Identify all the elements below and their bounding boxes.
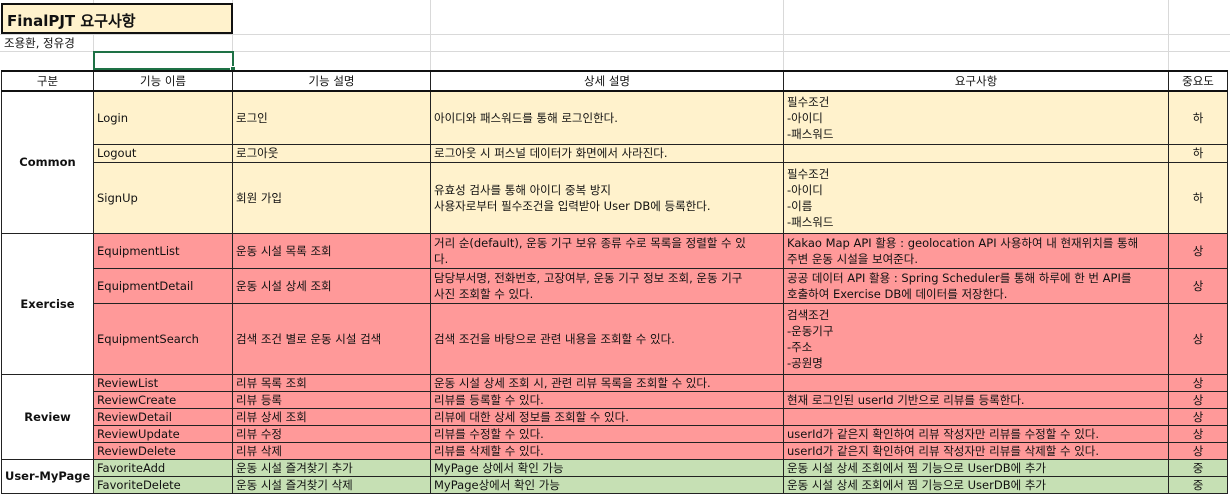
table-row: FavoriteDelete 운동 시설 즐겨찾기 삭제 MyPage상에서 확… — [2, 475, 1228, 494]
priority[interactable]: 상 — [1168, 441, 1228, 460]
header-requirements[interactable]: 요구사항 — [783, 70, 1169, 92]
requirements[interactable]: Kakao Map API 활용 : geolocation API 사용하여 … — [783, 232, 1169, 269]
function-name[interactable]: FavoriteAdd — [93, 458, 233, 477]
priority[interactable]: 상 — [1168, 232, 1228, 269]
category-common[interactable]: Common — [1, 90, 94, 234]
detail-desc[interactable]: 리뷰를 수정할 수 있다. — [430, 424, 784, 443]
priority[interactable]: 상 — [1168, 407, 1228, 426]
detail-desc[interactable]: 리뷰에 대한 상세 정보를 조회할 수 있다. — [430, 407, 784, 426]
requirements[interactable]: 운동 시설 상세 조회에서 찜 기능으로 UserDB에 추가 — [783, 475, 1169, 494]
function-desc[interactable]: 로그아웃 — [232, 143, 431, 163]
table-row: SignUp 회원 가입 유효성 검사를 통해 아이디 중복 방지 사용자로부터… — [2, 161, 1228, 234]
function-desc[interactable]: 운동 시설 즐겨찾기 추가 — [232, 458, 431, 477]
table-row: Logout 로그아웃 로그아웃 시 퍼스널 데이터가 화면에서 사라진다. 하 — [2, 143, 1228, 163]
table-row: ReviewDetail 리뷰 상세 조회 리뷰에 대한 상세 정보를 조회할 … — [2, 407, 1228, 426]
priority[interactable]: 상 — [1168, 390, 1228, 409]
header-row: 구분 기능 이름 기능 설명 상세 설명 요구사항 중요도 — [1, 70, 1228, 92]
function-desc[interactable]: 리뷰 목록 조회 — [232, 373, 431, 392]
detail-desc[interactable]: 담당부서명, 전화번호, 고장여부, 운동 기구 정보 조회, 운동 기구 사진… — [430, 267, 784, 304]
detail-desc[interactable]: MyPage 상에서 확인 가능 — [430, 458, 784, 477]
function-name[interactable]: ReviewDelete — [93, 441, 233, 460]
priority[interactable]: 하 — [1168, 143, 1228, 163]
function-name[interactable]: ReviewCreate — [93, 390, 233, 409]
requirements[interactable]: 필수조건 -아이디 -패스워드 — [783, 90, 1169, 145]
requirements-table: 구분 기능 이름 기능 설명 상세 설명 요구사항 중요도 Common Log… — [1, 70, 1228, 494]
function-desc[interactable]: 회원 가입 — [232, 161, 431, 234]
function-name[interactable]: EquipmentDetail — [93, 267, 233, 304]
priority[interactable]: 중 — [1168, 475, 1228, 494]
header-detail-desc[interactable]: 상세 설명 — [430, 70, 784, 92]
requirements[interactable]: 필수조건 -아이디 -이름 -패스워드 — [783, 161, 1169, 234]
header-priority[interactable]: 중요도 — [1168, 70, 1228, 92]
priority[interactable]: 상 — [1168, 373, 1228, 392]
function-desc[interactable]: 운동 시설 즐겨찾기 삭제 — [232, 475, 431, 494]
header-function-desc[interactable]: 기능 설명 — [232, 70, 431, 92]
header-function-name[interactable]: 기능 이름 — [93, 70, 233, 92]
table-row: Common Login 로그인 아이디와 패스워드를 통해 로그인한다. 필수… — [1, 90, 1228, 234]
table-row: Review ReviewList 리뷰 목록 조회 운동 시설 상세 조회 시… — [1, 373, 1228, 460]
function-name[interactable]: EquipmentList — [93, 232, 233, 269]
function-desc[interactable]: 검색 조건 별로 운동 시설 검색 — [232, 302, 431, 375]
category-review[interactable]: Review — [1, 373, 94, 460]
function-name[interactable]: ReviewDetail — [93, 407, 233, 426]
table-row: User-MyPage FavoriteAdd 운동 시설 즐겨찾기 추가 My… — [1, 458, 1228, 494]
priority[interactable]: 상 — [1168, 424, 1228, 443]
function-desc[interactable]: 운동 시설 상세 조회 — [232, 267, 431, 304]
detail-desc[interactable]: 유효성 검사를 통해 아이디 중복 방지 사용자로부터 필수조건을 입력받아 U… — [430, 161, 784, 234]
header-category[interactable]: 구분 — [1, 70, 94, 92]
requirements[interactable]: 공공 데이터 API 활용 : Spring Scheduler를 통해 하루에… — [783, 267, 1169, 304]
function-name[interactable]: EquipmentSearch — [93, 302, 233, 375]
function-desc[interactable]: 운동 시설 목록 조회 — [232, 232, 431, 269]
function-name[interactable]: ReviewUpdate — [93, 424, 233, 443]
function-desc[interactable]: 리뷰 상세 조회 — [232, 407, 431, 426]
function-name[interactable]: Logout — [93, 143, 233, 163]
function-name[interactable]: ReviewList — [93, 373, 233, 392]
requirements[interactable] — [783, 373, 1169, 392]
function-desc[interactable]: 리뷰 등록 — [232, 390, 431, 409]
detail-desc[interactable]: 로그아웃 시 퍼스널 데이터가 화면에서 사라진다. — [430, 143, 784, 163]
table-row: ReviewDelete 리뷰 삭제 리뷰를 삭제할 수 있다. userId가… — [2, 441, 1228, 460]
detail-desc[interactable]: 운동 시설 상세 조회 시, 관련 리뷰 목록을 조회할 수 있다. — [430, 373, 784, 392]
detail-desc[interactable]: 거리 순(default), 운동 기구 보유 종류 수로 목록을 정렬할 수 … — [430, 232, 784, 269]
authors-cell[interactable]: 조용환, 정유경 — [4, 36, 75, 50]
function-name[interactable]: FavoriteDelete — [93, 475, 233, 494]
requirements[interactable]: userId가 같은지 확인하여 리뷰 작성자만 리뷰를 삭제할 수 있다. — [783, 441, 1169, 460]
function-name[interactable]: Login — [93, 90, 233, 145]
table-row: ReviewUpdate 리뷰 수정 리뷰를 수정할 수 있다. userId가… — [2, 424, 1228, 443]
requirements[interactable]: userId가 같은지 확인하여 리뷰 작성자만 리뷰를 수정할 수 있다. — [783, 424, 1169, 443]
priority[interactable]: 상 — [1168, 267, 1228, 304]
function-name[interactable]: SignUp — [93, 161, 233, 234]
priority[interactable]: 중 — [1168, 458, 1228, 477]
priority[interactable]: 상 — [1168, 302, 1228, 375]
requirements[interactable]: 현재 로그인된 userId 기반으로 리뷰를 등록한다. — [783, 390, 1169, 409]
priority[interactable]: 하 — [1168, 90, 1228, 145]
priority[interactable]: 하 — [1168, 161, 1228, 234]
detail-desc[interactable]: 아이디와 패스워드를 통해 로그인한다. — [430, 90, 784, 145]
requirements[interactable]: 운동 시설 상세 조회에서 찜 기능으로 UserDB에 추가 — [783, 458, 1169, 477]
sheet-gridlines — [0, 0, 1230, 70]
detail-desc[interactable]: 리뷰를 등록할 수 있다. — [430, 390, 784, 409]
detail-desc[interactable]: 검색 조건을 바탕으로 관련 내용을 조회할 수 있다. — [430, 302, 784, 375]
table-row: EquipmentDetail 운동 시설 상세 조회 담당부서명, 전화번호,… — [2, 267, 1228, 304]
detail-desc[interactable]: 리뷰를 삭제할 수 있다. — [430, 441, 784, 460]
requirements[interactable] — [783, 407, 1169, 426]
table-row: EquipmentSearch 검색 조건 별로 운동 시설 검색 검색 조건을… — [2, 302, 1228, 375]
requirements[interactable]: 검색조건 -운동기구 -주소 -공원명 — [783, 302, 1169, 375]
table-row: Exercise EquipmentList 운동 시설 목록 조회 거리 순(… — [1, 232, 1228, 375]
requirements[interactable] — [783, 143, 1169, 163]
table-row: ReviewCreate 리뷰 등록 리뷰를 등록할 수 있다. 현재 로그인된… — [2, 390, 1228, 409]
category-mypage[interactable]: User-MyPage — [1, 458, 94, 494]
function-desc[interactable]: 리뷰 삭제 — [232, 441, 431, 460]
sheet-title[interactable]: FinalPJT 요구사항 — [1, 3, 233, 34]
detail-desc[interactable]: MyPage상에서 확인 가능 — [430, 475, 784, 494]
category-exercise[interactable]: Exercise — [1, 232, 94, 375]
selected-cell[interactable] — [93, 51, 234, 70]
function-desc[interactable]: 로그인 — [232, 90, 431, 145]
function-desc[interactable]: 리뷰 수정 — [232, 424, 431, 443]
